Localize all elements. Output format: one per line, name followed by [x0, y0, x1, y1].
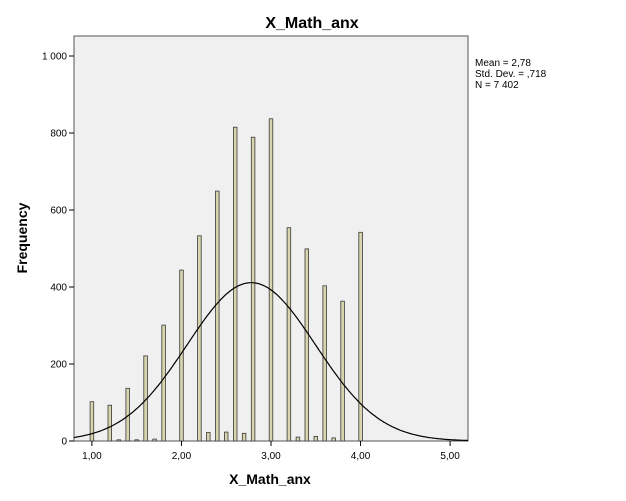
stat-n: N = 7 402 — [475, 80, 519, 91]
y-axis-label: Frequency — [14, 202, 30, 273]
bar — [223, 431, 229, 442]
stat-mean: Mean = 2,78 — [475, 58, 531, 69]
bar — [295, 436, 301, 442]
x-axis-label: X_Math_anx — [229, 471, 311, 487]
bar — [107, 404, 112, 442]
x-tick-label: 1,00 — [82, 451, 102, 462]
bar — [358, 231, 363, 442]
bar — [313, 435, 318, 442]
bar — [215, 190, 220, 442]
y-tick-label: 200 — [50, 360, 67, 371]
stats-box: Mean = 2,78 Std. Dev. = ,718 N = 7 402 — [475, 58, 547, 91]
bar — [304, 248, 309, 442]
bar — [116, 439, 121, 442]
bar — [232, 126, 238, 442]
bar — [322, 285, 327, 442]
y-axis-ticks: 0 200 400 600 800 1 000 — [42, 52, 74, 448]
x-tick-label: 3,00 — [261, 451, 281, 462]
bar — [340, 300, 345, 442]
x-tick-label: 2,00 — [172, 451, 192, 462]
bar — [250, 136, 256, 442]
chart-title: X_Math_anx — [265, 15, 358, 32]
normal-curve — [73, 282, 469, 442]
y-tick-label: 400 — [50, 283, 67, 294]
bar — [89, 401, 95, 442]
bar — [331, 437, 336, 442]
bar — [161, 324, 166, 442]
bar — [197, 235, 202, 442]
y-tick-label: 800 — [50, 129, 67, 140]
bar — [268, 118, 274, 442]
bar — [206, 432, 211, 442]
stat-std-dev: Std. Dev. = ,718 — [475, 69, 547, 80]
bar — [152, 438, 157, 442]
x-tick-label: 4,00 — [351, 451, 371, 462]
y-tick-label: 600 — [50, 206, 67, 217]
bars-group — [89, 118, 363, 442]
y-tick-label: 1 000 — [42, 52, 67, 63]
y-tick-label: 0 — [61, 437, 67, 448]
bar — [286, 227, 292, 442]
x-axis-ticks: 1,00 2,00 3,00 4,00 5,00 — [82, 441, 460, 462]
bar — [241, 432, 247, 442]
bar — [134, 439, 139, 442]
x-tick-label: 5,00 — [440, 451, 460, 462]
